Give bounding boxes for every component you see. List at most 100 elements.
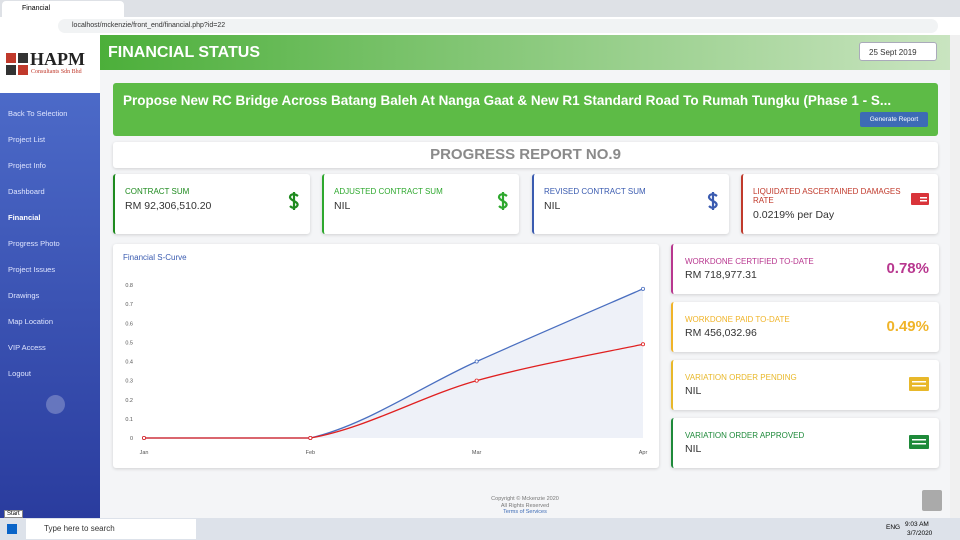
rights: All Rights Reserved xyxy=(500,502,550,509)
side-card-icon xyxy=(909,435,929,454)
side-card: VARIATION ORDER PENDING NIL xyxy=(671,360,939,410)
y-tick-label: 0.5 xyxy=(125,340,133,346)
collapse-button[interactable] xyxy=(46,395,65,414)
search-box[interactable]: Type here to search xyxy=(26,519,196,539)
start-button[interactable] xyxy=(7,524,17,534)
logo-area: HAPM Consultants Sdn Bhd xyxy=(0,35,100,93)
card-icon xyxy=(288,192,300,215)
menu-item[interactable]: Logout xyxy=(8,369,31,378)
icon xyxy=(909,435,929,449)
card-value: NIL xyxy=(334,200,351,212)
tab-bar: Financial xyxy=(0,0,960,17)
side-card-label: WORKDONE PAID TO-DATE xyxy=(685,315,790,324)
card-label: ADJUSTED CONTRACT SUM xyxy=(334,187,443,196)
x-tick-label: Feb xyxy=(306,450,315,456)
clock-time: 9:03 AM xyxy=(905,521,929,528)
side-card-percent: 0.49% xyxy=(886,318,929,335)
side-card-value: RM 718,977.31 xyxy=(685,269,757,281)
logo-icon xyxy=(6,53,28,75)
header: FINANCIAL STATUS 25 Sept 2019 xyxy=(100,35,950,70)
menu-item[interactable]: Project Info xyxy=(8,161,46,170)
side-card-label: WORKDONE CERTIFIED TO-DATE xyxy=(685,257,814,266)
menu-item[interactable]: Map Location xyxy=(8,317,54,326)
start-tooltip: Start xyxy=(4,510,23,518)
y-tick-label: 0.2 xyxy=(125,398,133,404)
x-tick-label: Jan xyxy=(140,450,149,456)
project-title: Propose New RC Bridge Across Batang Bale… xyxy=(123,93,892,108)
language: ENG xyxy=(886,524,901,531)
side-card-value: NIL xyxy=(685,385,702,397)
y-tick-label: 0.6 xyxy=(125,321,133,327)
project-banner: Propose New RC Bridge Across Batang Bale… xyxy=(113,83,938,136)
side-card: WORKDONE CERTIFIED TO-DATE RM 718,977.31 0… xyxy=(671,244,939,294)
menu-item[interactable]: VIP Access xyxy=(8,343,46,352)
card-icon xyxy=(707,192,719,215)
report-title: PROGRESS REPORT NO.9 xyxy=(430,146,621,163)
menu-item[interactable]: Back To Selection xyxy=(8,109,68,118)
y-tick-label: 0.7 xyxy=(125,302,133,308)
point xyxy=(474,378,479,383)
card-icon xyxy=(497,192,509,215)
y-tick-label: 0.1 xyxy=(125,417,133,423)
footer: Copyright © Mckenzie 2020 All Rights Res… xyxy=(100,496,950,516)
x-tick-label: Apr xyxy=(639,450,648,456)
generate-report-button[interactable]: Generate Report xyxy=(860,112,928,127)
icon xyxy=(497,192,508,210)
y-tick-label: 0.3 xyxy=(125,379,133,385)
menu-item[interactable]: Financial xyxy=(8,213,41,222)
sidebar: Back To Selection Project List Project Inf… xyxy=(0,93,100,518)
chart-panel: Financial S-Curve 0 0.1 0.2 0.3 0.4 0.5 0.6 0.7 0… xyxy=(113,244,659,468)
card-value: NIL xyxy=(544,200,561,212)
address-bar: localhost/mckenzie/front_end/financial.p… xyxy=(0,17,960,36)
copyright: Copyright © Mckenzie 2020 xyxy=(491,496,559,502)
point xyxy=(474,359,479,364)
card-icon xyxy=(911,192,929,210)
y-tick-label: 0.4 xyxy=(125,360,133,366)
side-card-icon xyxy=(909,377,929,396)
area-fill xyxy=(144,288,643,438)
chart: Financial S-Curve 0 0.1 0.2 0.3 0.4 0.5 0.6 0.7 0… xyxy=(123,253,648,456)
menu-item[interactable]: Dashboard xyxy=(8,187,45,196)
stat-card: ADJUSTED CONTRACT SUM NIL xyxy=(322,174,519,234)
menu-item[interactable]: Project List xyxy=(8,135,46,144)
card-value: RM 92,306,510.20 xyxy=(125,200,212,212)
y-tick-label: 0 xyxy=(130,436,133,442)
stat-card: REVISED CONTRACT SUM NIL xyxy=(532,174,729,234)
card-value: 0.0219% per Day xyxy=(753,209,835,221)
stat-card: CONTRACT SUM RM 92,306,510.20 xyxy=(113,174,310,234)
header-title: FINANCIAL STATUS xyxy=(108,44,260,61)
card-label: REVISED CONTRACT SUM xyxy=(544,187,646,196)
side-card-label: VARIATION ORDER PENDING xyxy=(685,373,797,382)
side-card-label: VARIATION ORDER APPROVED xyxy=(685,431,805,440)
scrollbar xyxy=(950,35,960,518)
card-label: LIQUIDATED ASCERTAINED DAMAGES RATE xyxy=(753,187,901,205)
chart-title: Financial S-Curve xyxy=(123,253,187,262)
side-card: VARIATION ORDER APPROVED NIL xyxy=(671,418,939,468)
icon xyxy=(288,192,299,210)
line xyxy=(143,343,644,439)
tab[interactable]: Financial xyxy=(2,1,124,17)
icon xyxy=(707,192,718,210)
x-tick-label: Mar xyxy=(472,450,482,456)
icon xyxy=(911,193,929,205)
terms-link[interactable]: Terms of Services xyxy=(503,509,547,515)
date-select[interactable]: 25 Sept 2019 xyxy=(859,42,937,61)
taskbar: Type here to search ENG 9:03 AM 3/7/2020 xyxy=(0,518,960,540)
side-card: WORKDONE PAID TO-DATE RM 456,032.96 0.49% xyxy=(671,302,939,352)
point xyxy=(308,435,313,440)
menu-item[interactable]: Drawings xyxy=(8,291,40,300)
side-card-percent: 0.78% xyxy=(886,260,929,277)
menu-item[interactable]: Progress Photo xyxy=(8,239,60,248)
report-box: PROGRESS REPORT NO.9 xyxy=(113,142,938,168)
menu-item[interactable]: Project Issues xyxy=(8,265,56,274)
stat-card: LIQUIDATED ASCERTAINED DAMAGES RATE 0.021… xyxy=(741,174,938,234)
url[interactable]: localhost/mckenzie/front_end/financial.p… xyxy=(58,19,938,33)
clock-date: 3/7/2020 xyxy=(907,530,933,537)
side-card-value: RM 456,032.96 xyxy=(685,327,757,339)
icon xyxy=(909,377,929,391)
point xyxy=(641,286,646,291)
point xyxy=(641,342,646,347)
scroll-top-button[interactable] xyxy=(922,490,942,511)
side-card-value: NIL xyxy=(685,443,702,455)
